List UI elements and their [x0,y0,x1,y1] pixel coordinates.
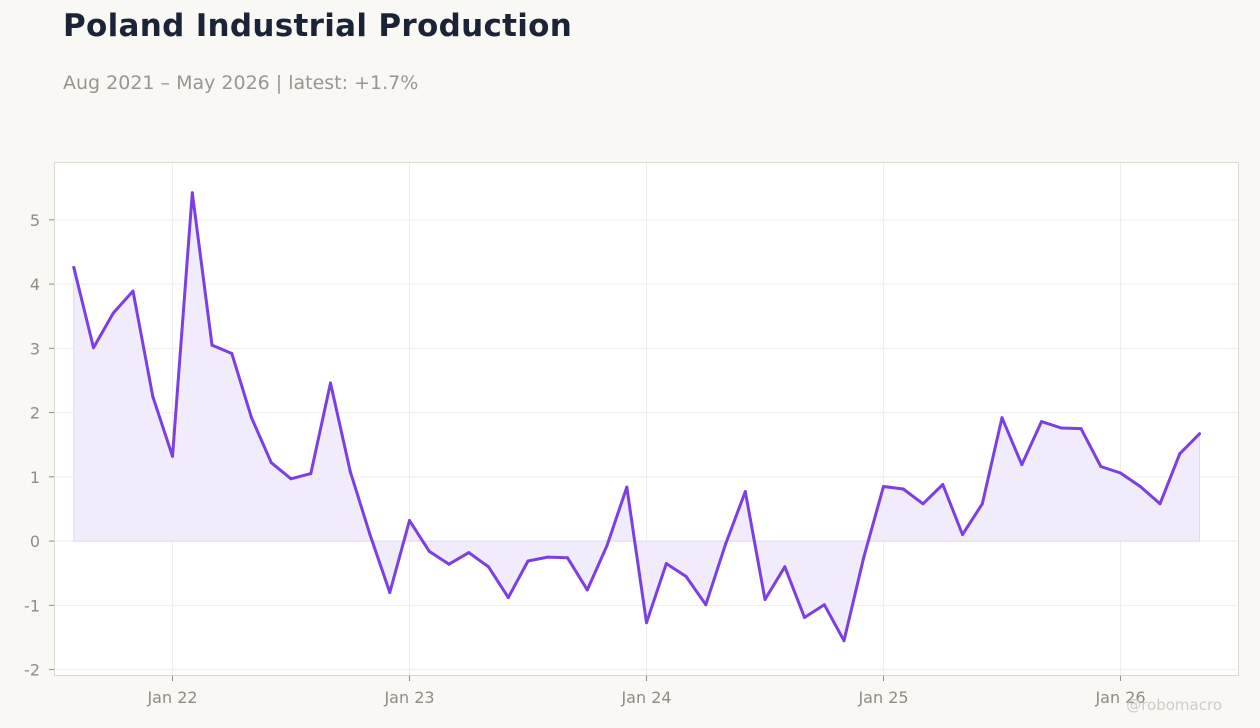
data-point [585,588,589,592]
data-point [329,381,332,385]
data-point [783,565,787,569]
data-point [941,483,945,486]
data-point [309,472,313,476]
series-line [72,191,1201,643]
data-point [684,574,688,578]
data-point [921,502,925,506]
data-point [368,533,372,537]
data-point [1158,502,1162,506]
data-point [111,311,115,315]
data-point [862,555,866,559]
x-tick-label: Jan 24 [620,688,671,707]
data-point [1178,452,1182,456]
data-point [72,265,76,269]
data-point [230,352,234,355]
x-tick-label: Jan 23 [383,688,434,707]
data-point [487,565,490,569]
data-point [803,616,806,619]
plot-frame [54,162,1239,676]
data-point [190,191,194,195]
data-point [250,416,253,420]
data-point [664,562,668,566]
data-point [1198,432,1201,436]
data-point [388,591,392,594]
data-point [763,598,767,601]
data-point [822,603,826,607]
x-tick-label: Jan 22 [146,688,197,707]
data-point [1020,463,1024,467]
x-tick-label: Jan 26 [1094,688,1145,707]
data-point [961,533,964,537]
data-point [605,544,609,548]
data-point [1000,416,1004,420]
chart-subtitle: Aug 2021 – May 2026 | latest: +1.7% [63,72,419,94]
data-point [408,519,411,522]
data-point [1040,420,1043,424]
x-tick-label: Jan 25 [857,688,908,707]
data-point [566,556,569,560]
data-point [1079,427,1083,431]
watermark: @robomacro [1126,696,1222,714]
data-point [348,470,352,474]
data-point [447,562,451,566]
y-tick-label: 5 [30,211,40,230]
data-point [427,549,431,553]
data-point [92,346,95,350]
data-point [210,343,214,347]
data-point [151,395,155,398]
data-point [625,485,629,489]
y-tick-label: -1 [24,596,40,615]
data-point [645,621,648,625]
data-point [882,485,885,488]
data-point [467,551,471,555]
data-point [980,502,984,506]
data-point [526,559,530,563]
data-point [704,603,708,607]
data-point [506,596,510,600]
data-point [1059,426,1063,430]
data-point [171,454,174,458]
y-tick-label: 3 [30,339,40,358]
data-point [901,487,905,491]
data-point [842,639,846,643]
data-point [269,461,273,465]
data-point [131,289,135,293]
data-point [743,490,747,494]
data-point [724,542,727,546]
data-point [289,477,293,481]
y-tick-label: 0 [30,532,40,551]
data-point [546,555,550,559]
y-axis-ticks: -2 -1 0 1 2 3 4 5 [24,211,54,680]
y-tick-label: -2 [24,661,40,680]
data-point [1099,465,1103,468]
y-tick-label: 4 [30,275,40,294]
data-point [1138,485,1142,488]
x-axis-ticks: Jan 22 Jan 23 Jan 24 Jan 25 Jan 26 [146,676,1146,707]
y-tick-label: 2 [30,404,40,423]
chart-title: Poland Industrial Production [63,8,573,44]
data-point [1119,471,1122,475]
y-tick-label: 1 [30,468,40,487]
data-points [72,191,1201,643]
